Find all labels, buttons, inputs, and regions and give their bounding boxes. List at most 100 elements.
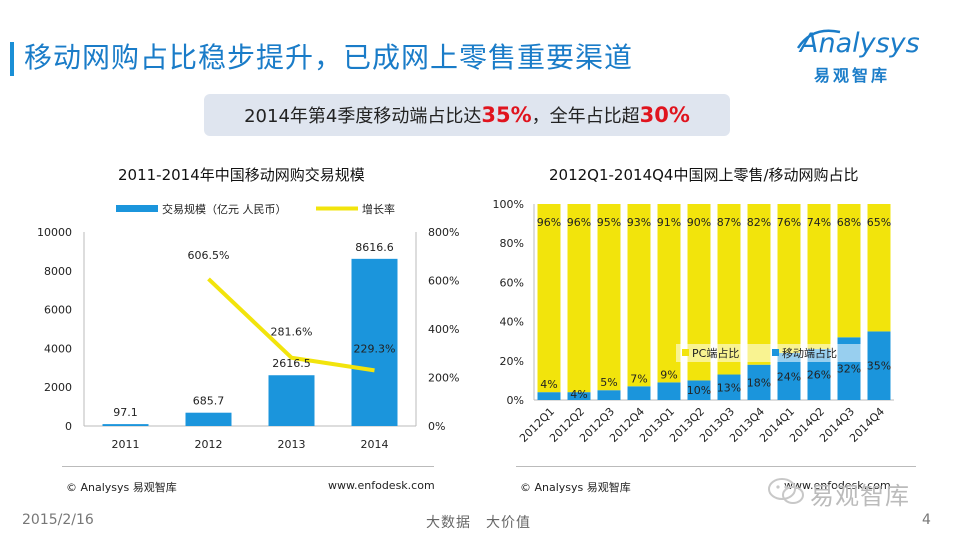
y2-tick-label: 600% xyxy=(428,275,459,288)
mobile-bar-2012Q3 xyxy=(597,390,621,400)
left-combo-chart: 交易规模（亿元 人民币） 增长率 0 2000 4000 6000 8000 10000 0%… xyxy=(37,202,459,451)
y-tick-label: 6000 xyxy=(44,304,72,317)
logo-chinese-name: 易观智库 xyxy=(814,66,891,85)
y-tick-label: 60% xyxy=(500,276,524,289)
pc-bar-2012Q4 xyxy=(627,204,651,387)
growth-rate-label: 281.6% xyxy=(271,326,313,339)
growth-rate-label: 229.3% xyxy=(354,342,396,355)
legend-background xyxy=(676,344,866,362)
mobile-share-label: 13% xyxy=(717,381,741,394)
right-chart-title: 2012Q1-2014Q4中国网上零售/移动网购占比 xyxy=(549,166,859,184)
mobile-bar-2013Q3 xyxy=(717,374,741,400)
highlight-banner: 2014年第4季度移动端占比达35%，全年占比超30% xyxy=(204,94,730,136)
pc-bar-2013Q3 xyxy=(717,204,741,375)
mobile-share-label: 24% xyxy=(777,370,801,383)
mobile-share-label: 4% xyxy=(540,378,557,391)
y2-tick-label: 400% xyxy=(428,323,459,336)
slide-slogan: 大数据 大价值 xyxy=(426,515,531,531)
y-tick-label: 4000 xyxy=(44,342,72,355)
highlight-middle: ，全年占比超 xyxy=(531,106,640,127)
title-accent-bar xyxy=(10,42,14,76)
right-divider xyxy=(516,466,916,467)
mobile-share-label: 5% xyxy=(600,376,617,389)
mobile-share-label: 4% xyxy=(570,388,587,401)
highlight-prefix: 2014年第4季度移动端占比达 xyxy=(244,106,482,127)
y-tick-label: 8000 xyxy=(44,265,72,278)
pc-share-label: 96% xyxy=(537,216,561,229)
y2-tick-label: 200% xyxy=(428,372,459,385)
pc-bar-2014Q4 xyxy=(867,204,891,332)
mobile-share-label: 35% xyxy=(867,360,891,373)
x-tick-label: 2011 xyxy=(112,438,140,451)
right-stacked-chart: 0%20%40%60%80%100% 96%4%2012Q196%4%2012Q… xyxy=(493,198,894,445)
bar-2013 xyxy=(268,375,315,426)
left-source-url: www.enfodesk.com xyxy=(328,479,435,492)
pc-share-label: 95% xyxy=(597,216,621,229)
pc-bar-2013Q4 xyxy=(747,204,771,365)
left-chart-title: 2011-2014年中国移动网购交易规模 xyxy=(118,166,365,184)
pc-share-label: 68% xyxy=(837,216,861,229)
logo-swoosh-icon xyxy=(796,29,841,49)
mobile-bar-2012Q2 xyxy=(567,392,591,400)
y2-tick-label: 800% xyxy=(428,226,459,239)
logo-wordmark: Analysys xyxy=(800,28,920,59)
wechat-text: 易观智库 xyxy=(810,482,910,510)
y-tick-label: 2000 xyxy=(44,381,72,394)
mobile-share-label: 18% xyxy=(747,376,771,389)
legend-bar-label: 交易规模（亿元 人民币） xyxy=(162,202,287,216)
highlight-pct-q4: 35% xyxy=(481,103,532,127)
highlight-text: 2014年第4季度移动端占比达35%，全年占比超30% xyxy=(204,102,730,128)
left-divider xyxy=(62,466,434,467)
wechat-watermark: 易观智库 xyxy=(766,474,946,510)
x-tick-label: 2012 xyxy=(195,438,223,451)
x-tick-label: 2013 xyxy=(278,438,306,451)
pc-bar-2012Q2 xyxy=(567,204,591,393)
mobile-bar-2013Q4 xyxy=(747,364,771,400)
pc-bar-2013Q2 xyxy=(687,204,711,381)
mobile-share-label: 32% xyxy=(837,363,861,376)
y-tick-label: 100% xyxy=(493,198,524,211)
growth-rate-line xyxy=(207,277,375,373)
pc-bar-2013Q1 xyxy=(657,204,681,383)
bar-2014 xyxy=(351,258,398,426)
legend-line-label: 增长率 xyxy=(362,202,395,216)
pc-share-label: 93% xyxy=(627,216,651,229)
y-tick-label: 0 xyxy=(65,420,72,433)
mobile-share-label: 9% xyxy=(660,368,677,381)
legend-mobile-swatch xyxy=(772,349,779,356)
legend-pc-label: PC端占比 xyxy=(692,346,739,360)
y-tick-label: 40% xyxy=(500,316,524,329)
page-number: 4 xyxy=(922,512,931,528)
bar-2011 xyxy=(102,424,149,426)
bar-value-label: 685.7 xyxy=(193,395,225,408)
pc-share-label: 96% xyxy=(567,216,591,229)
mobile-bar-2014Q1 xyxy=(777,352,801,400)
bar-value-label: 97.1 xyxy=(113,406,138,419)
mobile-share-label: 7% xyxy=(630,372,647,385)
pc-bar-2014Q1 xyxy=(777,204,801,353)
pc-share-label: 82% xyxy=(747,216,771,229)
y-tick-label: 10000 xyxy=(37,226,72,239)
slide-title: 移动网购占比稳步提升，已成网上零售重要渠道 xyxy=(24,41,634,74)
growth-rate-label: 606.5% xyxy=(188,249,230,262)
left-source: © Analysys 易观智库 xyxy=(66,481,177,494)
legend-mobile-label: 移动端占比 xyxy=(782,346,837,360)
mobile-bar-2013Q2 xyxy=(687,380,711,400)
y2-tick-label: 0% xyxy=(428,420,445,433)
pc-share-label: 90% xyxy=(687,216,711,229)
legend-bar-swatch xyxy=(116,205,158,212)
pc-share-label: 87% xyxy=(717,216,741,229)
highlight-pct-year: 30% xyxy=(639,103,690,127)
right-source: © Analysys 易观智库 xyxy=(520,481,631,494)
pc-share-label: 76% xyxy=(777,216,801,229)
bar-2012 xyxy=(185,412,232,426)
y-tick-label: 80% xyxy=(500,237,524,250)
slide-date: 2015/2/16 xyxy=(22,512,94,528)
y-tick-label: 20% xyxy=(500,355,524,368)
mobile-bar-2012Q4 xyxy=(627,386,651,400)
wechat-icon xyxy=(768,478,804,504)
mobile-bar-2012Q1 xyxy=(537,392,561,400)
x-tick-label: 2014 xyxy=(361,438,389,451)
pc-bar-2014Q2 xyxy=(807,204,831,350)
mobile-bar-2013Q1 xyxy=(657,382,681,400)
